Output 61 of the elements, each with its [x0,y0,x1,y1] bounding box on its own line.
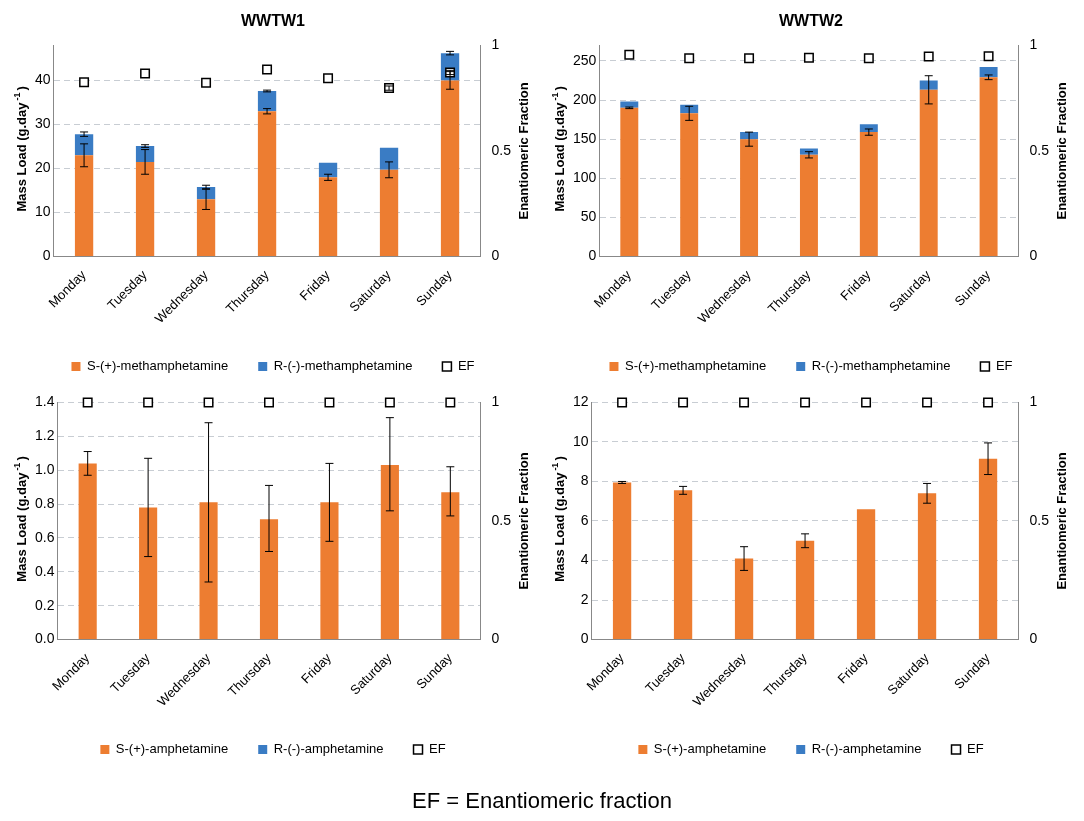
y-tick-label: 0.2 [34,596,55,613]
legend-label: R-(-)-methamphetamine [273,358,413,374]
y2-tick-label: 1 [1029,36,1038,53]
y-tick-label: 4 [580,551,589,568]
legend-label: S-(+)-amphetamine [115,741,229,757]
chart-title: WWTW2 [779,12,844,30]
y2-tick-label: 0 [1029,630,1038,647]
y-tick-label: 6 [580,511,589,528]
y2-tick-label: 0 [491,630,500,647]
y2-tick-label: 0.5 [1029,511,1050,528]
y-tick-label: 0.4 [34,562,55,579]
y2-tick-label: 0.5 [1029,141,1050,158]
y-tick-label: 250 [573,51,597,68]
legend-label: S-(+)-methamphetamine [86,358,229,374]
y-tick-label: 0 [580,630,589,647]
y-tick-label: 50 [580,208,597,225]
legend-label: EF [429,741,446,757]
legend-label: R-(-)-methamphetamine [811,358,951,374]
y-tick-label: 0.6 [34,528,55,545]
text: EF = Enantiomeric fraction [411,788,673,814]
legend-label: EF [457,358,475,374]
y-axis-title: Mass Load (g.day-1) [11,456,29,582]
y2-axis-title: Enantiomeric Fraction [515,452,531,590]
legend-label: S-(+)-amphetamine [653,741,767,757]
y-tick-label: 30 [34,115,51,132]
y-tick-label: 100 [573,169,597,186]
y-tick-label: 0.8 [34,494,55,511]
y2-tick-label: 1 [491,393,500,410]
y-tick-label: 1.2 [34,427,55,444]
y2-tick-label: 1 [491,36,500,53]
y2-axis-title: Enantiomeric Fraction [515,82,531,220]
y-tick-label: 0 [588,247,597,264]
y2-tick-label: 0.5 [491,511,512,528]
chart-title: WWTW1 [241,12,306,30]
y-tick-label: 0.0 [34,630,55,647]
y2-tick-label: 0 [1029,247,1038,264]
legend-label: EF [967,741,984,757]
y-tick-label: 2 [580,590,589,607]
y2-axis-title: Enantiomeric Fraction [1053,82,1069,220]
y2-tick-label: 1 [1029,393,1038,410]
y-tick-label: 200 [573,90,597,107]
y-tick-label: 0 [42,247,51,264]
y-tick-label: 150 [573,130,597,147]
y-tick-label: 1.0 [34,461,55,478]
y-tick-label: 1.4 [34,393,55,410]
legend-label: EF [995,358,1013,374]
y2-tick-label: 0 [491,247,500,264]
y2-axis-title: Enantiomeric Fraction [1053,452,1069,590]
y-axis-title: Mass Load (g.day-1) [549,456,567,582]
y-axis-title: Mass Load (g.day-1) [11,86,29,212]
legend-label: R-(-)-amphetamine [273,741,384,757]
y-tick-label: 12 [572,393,589,410]
legend-label: S-(+)-methamphetamine [624,358,767,374]
y-tick-label: 10 [572,432,589,449]
legend-label: R-(-)-amphetamine [811,741,922,757]
y-tick-label: 40 [34,71,51,88]
y2-tick-label: 0.5 [491,141,512,158]
y-tick-label: 8 [580,472,589,489]
y-tick-label: 20 [34,159,51,176]
y-tick-label: 10 [34,203,51,220]
y-axis-title: Mass Load (g.day-1) [549,86,567,212]
